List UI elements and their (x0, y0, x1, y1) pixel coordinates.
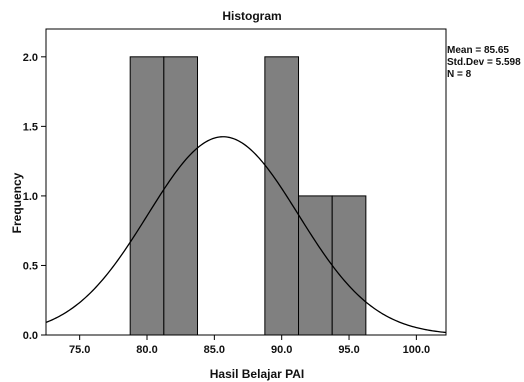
histogram-bar-2 (163, 56, 199, 336)
y-tick-label: 1.5 (23, 121, 38, 133)
x-axis-label: Hasil Belajar PAI (210, 367, 305, 381)
histogram-bar-1 (129, 56, 165, 336)
x-axis: 75.0 80.0 85.0 90.0 95.0 100.0 (69, 335, 430, 356)
chart-title: Histogram (222, 9, 281, 23)
x-tick-label: 90.0 (271, 344, 292, 356)
y-tick-label: 0.5 (23, 260, 38, 272)
histogram-bars (129, 56, 367, 336)
x-tick-label: 75.0 (69, 344, 90, 356)
y-tick-label: 2.0 (23, 52, 38, 64)
y-tick-label: 0.0 (23, 330, 38, 342)
y-tick-label: 1.0 (23, 191, 38, 203)
y-axis-label: Frequency (10, 172, 24, 233)
x-tick-label: 80.0 (136, 344, 157, 356)
plot-area (45, 28, 447, 336)
std-dev-stat: Std.Dev = 5.598 (447, 57, 521, 68)
x-tick-label: 85.0 (204, 344, 225, 356)
n-stat: N = 8 (447, 69, 472, 80)
normal-curve (45, 136, 447, 334)
y-axis: 0.0 0.5 1.0 1.5 2.0 (23, 52, 46, 342)
histogram-bar-5 (264, 56, 300, 336)
x-tick-label: 100.0 (403, 344, 431, 356)
histogram-bar-6 (298, 195, 333, 336)
stats-box: Mean = 85.65 Std.Dev = 5.598 N = 8 (447, 45, 521, 80)
mean-stat: Mean = 85.65 (447, 45, 509, 56)
x-tick-label: 95.0 (338, 344, 359, 356)
histogram-bar-7 (331, 195, 367, 336)
